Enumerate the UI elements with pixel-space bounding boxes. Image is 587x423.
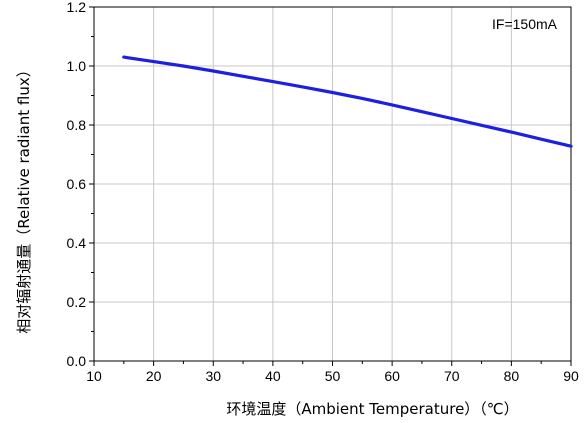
- x-axis-title: 环境温度（Ambient Temperature）（℃）: [226, 400, 518, 418]
- y-tick-label: 0.2: [67, 294, 87, 310]
- x-tick-label: 50: [325, 368, 341, 384]
- x-tick-label: 40: [265, 368, 281, 384]
- x-tick-label: 90: [563, 368, 579, 384]
- y-tick-label: 0.0: [67, 353, 87, 369]
- series-line: [122, 55, 573, 148]
- y-tick-label: 0.8: [67, 117, 87, 133]
- y-tick-label: 1.0: [67, 58, 87, 74]
- y-tick-labels: 0.0 0.2 0.4 0.6 0.8 1.0 1.2: [67, 0, 87, 369]
- current-annotation: IF=150mA: [492, 16, 558, 32]
- x-tick-labels: 10 20 30 40 50 60 70 80 90: [86, 368, 579, 384]
- y-tick-label: 0.4: [67, 235, 87, 251]
- x-tick-label: 80: [504, 368, 520, 384]
- x-tick-label: 70: [444, 368, 460, 384]
- x-tick-label: 30: [205, 368, 221, 384]
- axis-ticks: [89, 6, 572, 366]
- grid: [94, 7, 571, 361]
- x-tick-label: 20: [146, 368, 162, 384]
- x-tick-label: 10: [86, 368, 102, 384]
- y-tick-label: 1.2: [67, 0, 87, 15]
- y-axis-title: 相对辐射通量（Relative radiant flux）: [15, 62, 33, 334]
- y-tick-label: 0.6: [67, 176, 87, 192]
- x-tick-label: 60: [384, 368, 400, 384]
